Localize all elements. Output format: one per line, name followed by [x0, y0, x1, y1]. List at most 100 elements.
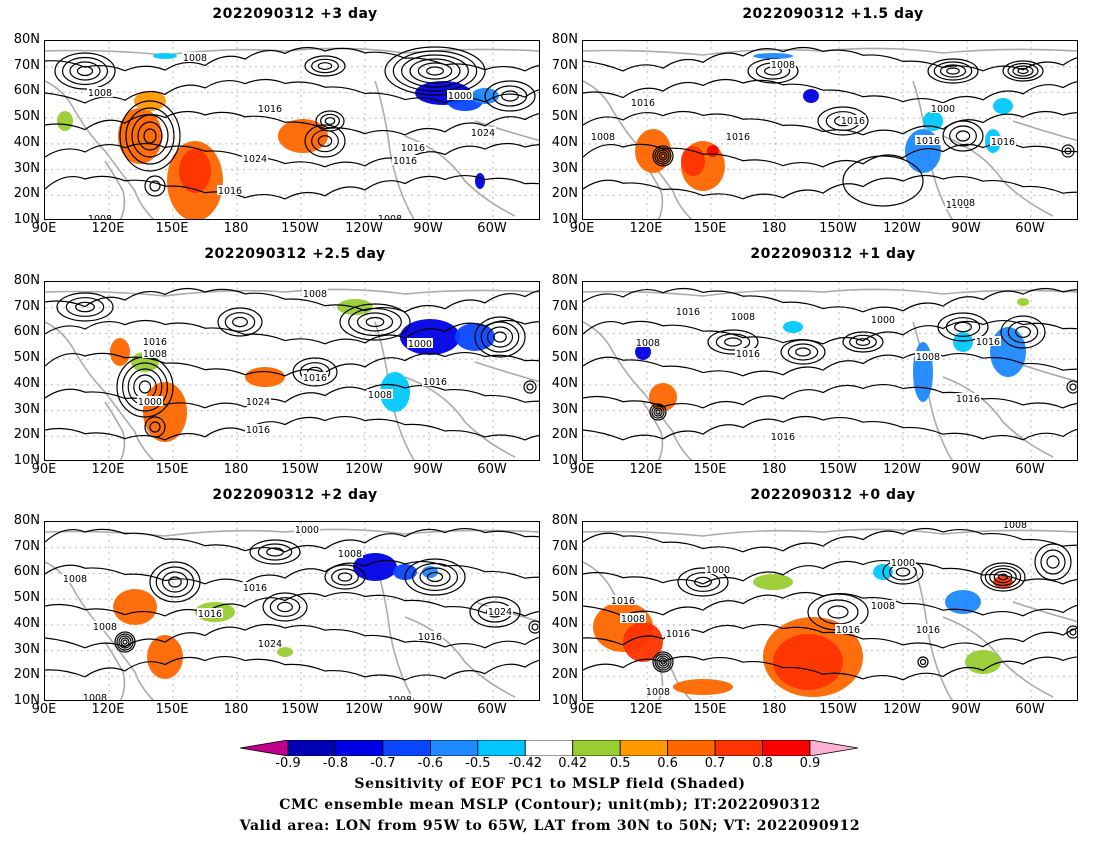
contour-label: 1008 [621, 614, 645, 625]
contour-label: 1008 [303, 289, 327, 300]
contour-label: 1016 [418, 632, 442, 643]
isobar-ring [365, 316, 385, 328]
shading-patch [422, 566, 438, 578]
contour-label: 1016 [243, 583, 267, 594]
shading-patch [773, 634, 843, 690]
latitude-tick-label: 30N [551, 641, 578, 657]
latitude-tick-label: 60N [13, 83, 40, 99]
isobar-ring [1046, 555, 1060, 569]
isobar-ring [149, 561, 201, 603]
contour-label-bg [242, 153, 268, 163]
isobar-ring [1017, 67, 1029, 75]
isobar-ring [895, 567, 911, 577]
contour-label: 1008 [368, 390, 392, 401]
contour-label: 1008 [63, 574, 87, 585]
isobar-ring [1007, 62, 1039, 80]
isobar-ring [417, 62, 453, 80]
isobar-ring [125, 107, 175, 165]
contour-label-bg [645, 686, 671, 696]
isobar-ring [348, 307, 402, 337]
isobar-ring [849, 334, 877, 350]
isobar-ring [945, 317, 981, 337]
contour-label: 1008 [731, 312, 755, 323]
caption-line-3: Valid area: LON from 95W to 65W, LAT fro… [239, 818, 861, 834]
sensitivity-shading [593, 564, 1013, 697]
latitude-tick-label: 70N [551, 538, 578, 554]
contour-label: 1008 [93, 622, 117, 633]
isobar-ring [65, 297, 105, 317]
contour-label-bg [197, 608, 223, 618]
latitude-tick-label: 30N [551, 401, 578, 417]
longitude-tick-label: 120E [91, 221, 125, 236]
map-svg: 1016 1008 1000 1008 1016 1008 1016 1016 1016 [583, 282, 1077, 460]
contour-label-bg [725, 131, 751, 141]
isobar-ring [401, 54, 469, 88]
isobar [45, 111, 539, 136]
latitude-tick-label: 80N [551, 513, 578, 528]
contour-label-bg [217, 185, 243, 195]
isobar-ring [656, 655, 670, 669]
contour-label-bg [620, 613, 646, 623]
isobar-ring [1007, 320, 1039, 344]
contour-label-bg [377, 213, 403, 219]
longitude-tick-label: 90E [569, 702, 595, 717]
latitude-tick-label: 30N [13, 641, 40, 657]
isobar-ring [257, 543, 293, 561]
longitude-tick-label: 60W [1015, 221, 1045, 236]
isobar-ring [1064, 147, 1072, 155]
isobar [45, 78, 539, 104]
contour-label: 1016 [726, 132, 750, 143]
latitude-tick-label: 80N [551, 273, 578, 288]
contour-label-bg [182, 52, 208, 62]
shading-patch [147, 635, 183, 679]
isobar-ring [653, 407, 663, 417]
isobar [45, 288, 539, 313]
isobar-ring [1015, 326, 1031, 338]
panel-title: 2022090312 +2.5 day [204, 246, 386, 262]
contour-label-bg [245, 396, 271, 406]
coastline-segment [374, 561, 415, 700]
contour-label-bg [257, 638, 283, 648]
isobar-ring [339, 303, 411, 341]
isobar [45, 47, 539, 72]
longitude-tick-label: 90W [413, 462, 443, 477]
contour-label-bg [142, 336, 168, 346]
longitude-tick-label: 150W [819, 702, 857, 717]
contour-label-bg [302, 288, 328, 298]
shading-patch [110, 338, 130, 366]
contour-label-bg [302, 372, 328, 382]
colorbar-segment [619, 740, 669, 756]
isobar-ring [694, 576, 712, 588]
contour-label: 1016 [916, 625, 940, 636]
longitude-tick-label: 120W [883, 702, 921, 717]
isobar-ring [654, 653, 672, 671]
latitude-tick-label: 80N [551, 32, 578, 47]
map-panel-plus3-day: 1008 1008 1016 1024 1016 1000 1024 1016 1016 1008… [44, 40, 540, 220]
caption-line-1: Sensitivity of EOF PC1 to MSLP field (Sh… [354, 776, 746, 792]
isobar-ring [685, 572, 721, 592]
isobar-ring [121, 362, 168, 412]
isobar-ring [528, 620, 539, 634]
latitude-tick-label: 70N [551, 298, 578, 314]
latitude-tick-label: 40N [13, 615, 40, 631]
isobar-ring [161, 571, 189, 593]
map-panel-plus1-5-day: 1008101610081016101610161000100810161008 [582, 40, 1078, 220]
latitude-tick-label: 20N [13, 427, 40, 443]
contour-label-bg [367, 389, 393, 399]
isobar-ring [795, 347, 811, 357]
contour-label-bg [294, 524, 320, 534]
shading-patch [380, 372, 410, 412]
shading-patch [945, 590, 981, 614]
map-svg: 1008101610081000101610241016101610001008… [45, 282, 539, 460]
contour-label: 1016 [991, 137, 1015, 148]
isobar-ring [817, 106, 869, 136]
coastline-segment [404, 376, 516, 458]
contour-label: 1008 [771, 60, 795, 71]
contour-label: 1016 [143, 337, 167, 348]
longitude-tick-label: 120W [345, 221, 383, 236]
contour-label-bg [62, 573, 88, 583]
contour-label-bg [840, 115, 866, 125]
map-svg: 1008101610081016101610161000100810161008 [583, 41, 1077, 219]
contour-label-bg [87, 87, 113, 97]
contour-label: 1000 [138, 397, 162, 408]
